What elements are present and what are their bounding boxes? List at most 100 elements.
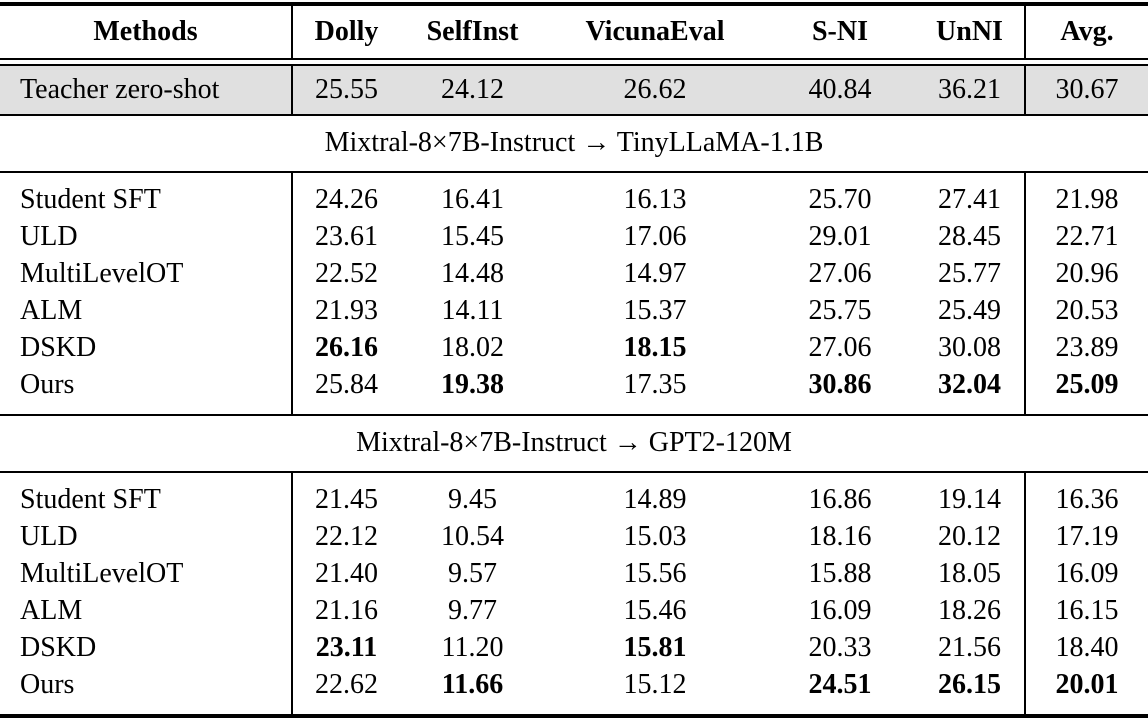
score-cell: 25.84 <box>292 367 400 416</box>
column-header-dolly: Dolly <box>292 4 400 60</box>
score-cell: 29.01 <box>808 221 872 253</box>
score-cell: 16.86 <box>808 484 872 516</box>
score-cell: 16.13 <box>623 184 687 216</box>
method-name: Student SFT <box>0 472 293 519</box>
score-cell: 20.53 <box>1024 293 1148 330</box>
score-cell: 17.19 <box>1024 519 1148 556</box>
method-name: ULD <box>0 219 293 256</box>
score-cell: 16.15 <box>1024 593 1148 630</box>
score-cell: 15.81 <box>623 632 687 664</box>
method-name: MultiLevelOT <box>0 256 293 293</box>
score-cell: 24.12 <box>400 65 545 116</box>
score-cell: 21.56 <box>938 632 1001 664</box>
score-cell: 9.57 <box>448 558 497 590</box>
score-cell: 14.89 <box>623 484 687 516</box>
table-row: MultiLevelOT 22.52 14.48 14.97 27.06 25.77 20.… <box>0 256 1148 293</box>
score-cell: 21.98 <box>1024 172 1148 219</box>
score-cell: 18.02 <box>441 332 504 364</box>
table-row: ALM 21.93 14.11 15.37 25.75 25.49 20.53 <box>0 293 1148 330</box>
score-cell: 25.49 <box>938 295 1001 327</box>
score-cell: 18.40 <box>1024 630 1148 667</box>
column-header-avg: Avg. <box>1024 4 1148 60</box>
column-header-methods: Methods <box>0 4 293 60</box>
table-row: ULD 23.61 15.45 17.06 29.01 28.45 22.71 <box>0 219 1148 256</box>
score-cell: 25.77 <box>938 258 1001 290</box>
score-cell: 20.01 <box>1024 667 1148 717</box>
score-cell: 20.12 <box>938 521 1001 553</box>
score-cell: 18.16 <box>808 521 872 553</box>
score-cell: 25.75 <box>808 295 872 327</box>
score-cell: 23.89 <box>1024 330 1148 367</box>
score-cell: 21.93 <box>315 295 378 327</box>
table-row: Ours 25.84 19.38 17.35 30.86 32.04 25.09 <box>0 367 1148 416</box>
score-cell: 36.21 <box>915 65 1025 116</box>
score-cell: 22.71 <box>1024 219 1148 256</box>
table-row: MultiLevelOT 21.40 9.57 15.56 15.88 18.05 16.0… <box>0 556 1148 593</box>
score-cell: 32.04 <box>915 367 1025 416</box>
score-cell: 18.26 <box>938 595 1001 627</box>
score-cell: 14.97 <box>623 258 687 290</box>
score-cell: 21.40 <box>315 558 378 590</box>
score-cell: 23.61 <box>315 221 378 253</box>
section-title: Mixtral-8×7B-Instruct → GPT2-120M <box>0 415 1148 473</box>
table-row: Student SFT 21.45 9.45 14.89 16.86 19.14 16.36 <box>0 472 1148 519</box>
score-cell: 16.36 <box>1024 472 1148 519</box>
score-cell: 20.33 <box>808 632 872 664</box>
score-cell: 23.11 <box>315 632 378 664</box>
column-header-sni: S-NI <box>765 4 915 60</box>
score-cell: 30.08 <box>938 332 1001 364</box>
score-cell: 25.70 <box>808 184 872 216</box>
score-cell: 40.84 <box>765 65 915 116</box>
score-cell: 15.37 <box>623 295 687 327</box>
method-name: DSKD <box>0 630 293 667</box>
score-cell: 25.09 <box>1024 367 1148 416</box>
score-cell: 30.67 <box>1024 65 1148 116</box>
column-header-unni: UnNI <box>915 4 1025 60</box>
method-name: ALM <box>0 593 293 630</box>
method-name: ALM <box>0 293 293 330</box>
score-cell: 11.66 <box>400 667 545 717</box>
table-row: DSKD 23.11 11.20 15.81 20.33 21.56 18.40 <box>0 630 1148 667</box>
method-name: Student SFT <box>0 172 293 219</box>
table-row: ALM 21.16 9.77 15.46 16.09 18.26 16.15 <box>0 593 1148 630</box>
score-cell: 15.88 <box>808 558 872 590</box>
score-cell: 30.86 <box>765 367 915 416</box>
score-cell: 19.14 <box>938 484 1001 516</box>
score-cell: 15.46 <box>623 595 687 627</box>
score-cell: 19.38 <box>400 367 545 416</box>
score-cell: 9.77 <box>448 595 497 627</box>
score-cell: 15.56 <box>623 558 687 590</box>
score-cell: 9.45 <box>448 484 497 516</box>
section-header-row: Mixtral-8×7B-Instruct → TinyLLaMA-1.1B <box>0 115 1148 173</box>
score-cell: 11.20 <box>441 632 504 664</box>
score-cell: 15.12 <box>545 667 765 717</box>
score-cell: 21.45 <box>315 484 378 516</box>
score-cell: 16.09 <box>808 595 872 627</box>
score-cell: 25.55 <box>292 65 400 116</box>
column-header-vicunaeval: VicunaEval <box>545 4 765 60</box>
score-cell: 27.06 <box>808 332 872 364</box>
method-name: MultiLevelOT <box>0 556 293 593</box>
method-name: DSKD <box>0 330 293 367</box>
score-cell: 15.03 <box>623 521 687 553</box>
method-name: Ours <box>0 667 293 717</box>
score-cell: 17.35 <box>545 367 765 416</box>
score-cell: 20.96 <box>1024 256 1148 293</box>
score-cell: 24.26 <box>315 184 378 216</box>
section-header-row: Mixtral-8×7B-Instruct → GPT2-120M <box>0 415 1148 473</box>
double-rule-gap <box>0 59 1148 66</box>
score-cell: 16.09 <box>1024 556 1148 593</box>
method-name: ULD <box>0 519 293 556</box>
score-cell: 17.06 <box>623 221 687 253</box>
score-cell: 18.15 <box>623 332 687 364</box>
score-cell: 14.48 <box>441 258 504 290</box>
score-cell: 22.62 <box>292 667 400 717</box>
table-row: Ours 22.62 11.66 15.12 24.51 26.15 20.01 <box>0 667 1148 717</box>
table-row: ULD 22.12 10.54 15.03 18.16 20.12 17.19 <box>0 519 1148 556</box>
score-cell: 10.54 <box>441 521 504 553</box>
column-header-selfinst: SelfInst <box>400 4 545 60</box>
score-cell: 15.45 <box>441 221 504 253</box>
teacher-row: Teacher zero-shot 25.55 24.12 26.62 40.84 36.… <box>0 65 1148 116</box>
